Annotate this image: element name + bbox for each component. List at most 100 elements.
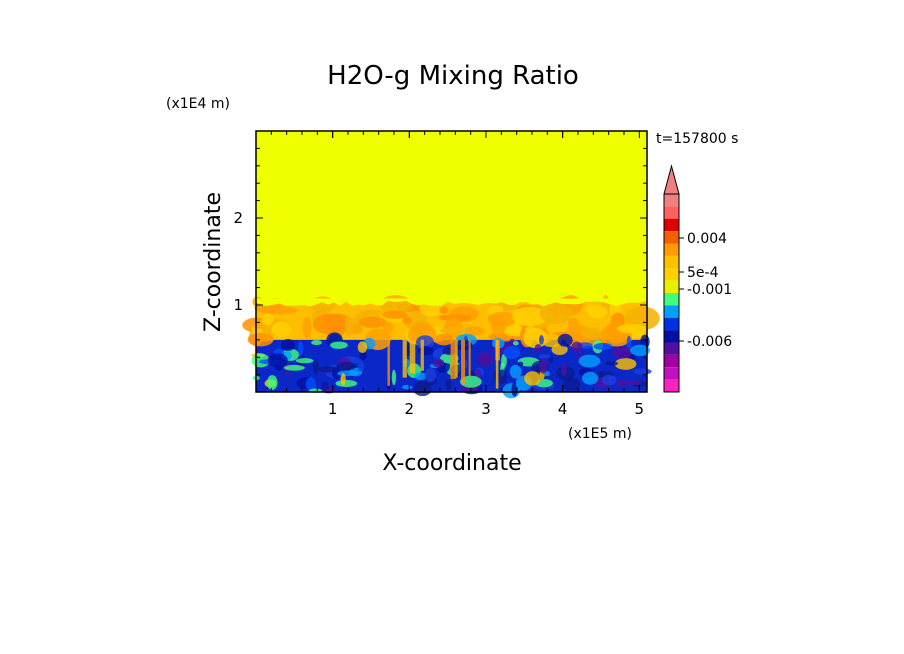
texture-blob bbox=[474, 368, 482, 379]
texture-blob bbox=[616, 324, 648, 334]
texture-blob bbox=[359, 351, 368, 361]
texture-blob bbox=[416, 335, 435, 350]
texture-blob bbox=[539, 359, 548, 374]
texture-blob bbox=[358, 316, 387, 328]
texture-blob bbox=[381, 310, 408, 319]
texture-blob bbox=[511, 382, 518, 397]
colorbar-tick-label: 0.004 bbox=[687, 231, 727, 247]
texture-blob bbox=[414, 372, 427, 381]
colorbar-segment bbox=[664, 305, 679, 318]
texture-blob bbox=[538, 354, 552, 359]
texture-blob bbox=[445, 379, 452, 391]
colorbar-segment bbox=[664, 268, 679, 281]
bottom-layer-texture bbox=[251, 332, 652, 399]
texture-blob bbox=[539, 303, 574, 324]
plume bbox=[420, 339, 424, 371]
texture-blob bbox=[580, 326, 602, 339]
texture-blob bbox=[512, 341, 519, 346]
texture-blob bbox=[401, 384, 413, 390]
plot-area bbox=[242, 130, 660, 399]
y-tick-label: 1 bbox=[233, 296, 243, 314]
texture-blob bbox=[585, 304, 598, 313]
texture-blob bbox=[517, 361, 524, 367]
x-tick-labels: 1 2 3 4 5 bbox=[255, 131, 645, 418]
colorbar-segment bbox=[664, 330, 679, 343]
texture-blob bbox=[432, 358, 445, 368]
texture-blob bbox=[302, 316, 312, 339]
colorbar-segment bbox=[664, 194, 679, 207]
texture-blob bbox=[357, 341, 368, 353]
plume bbox=[409, 339, 416, 374]
x-tick-label: 3 bbox=[481, 400, 491, 418]
y-tick-label: 2 bbox=[233, 209, 243, 227]
colorbar-segment bbox=[664, 379, 679, 392]
texture-blob bbox=[622, 380, 643, 385]
y-tick-labels: 12 bbox=[233, 147, 647, 376]
x-tick-label: 5 bbox=[635, 400, 645, 418]
texture-blob bbox=[312, 359, 320, 375]
x-tick-label: 2 bbox=[405, 400, 415, 418]
x-tick-label: 1 bbox=[328, 400, 338, 418]
texture-blob bbox=[418, 346, 434, 356]
colorbar-segment bbox=[664, 231, 679, 244]
texture-blob bbox=[512, 306, 548, 327]
texture-blob bbox=[261, 313, 274, 326]
texture-blob bbox=[630, 344, 650, 357]
plume bbox=[387, 339, 390, 386]
texture-blob bbox=[357, 360, 365, 372]
texture-blob bbox=[534, 344, 542, 353]
texture-blob bbox=[578, 354, 601, 368]
colorbar-segment bbox=[664, 293, 679, 306]
colorbar-segment bbox=[664, 255, 679, 269]
texture-blob bbox=[413, 381, 432, 397]
colorbar-segment bbox=[664, 342, 679, 355]
plume bbox=[468, 339, 471, 377]
colorbar-tick-label: 5e-4 bbox=[687, 265, 719, 281]
texture-blob bbox=[614, 358, 637, 370]
texture-blob bbox=[557, 333, 573, 347]
texture-blob bbox=[434, 333, 454, 346]
texture-blob bbox=[509, 364, 522, 379]
colorbar: 0.004 5e-4-0.001 -0.006 bbox=[663, 164, 732, 393]
texture-blob bbox=[525, 326, 537, 334]
colorbar-tick-label: -0.006 bbox=[687, 334, 732, 350]
texture-blob bbox=[382, 321, 394, 334]
texture-blob bbox=[497, 369, 508, 385]
texture-blob bbox=[582, 371, 599, 385]
colorbar-segment bbox=[664, 317, 679, 331]
boundary-edge bbox=[256, 298, 647, 307]
texture-blob bbox=[562, 377, 581, 392]
plume bbox=[461, 339, 466, 385]
texture-blob bbox=[438, 314, 472, 322]
texture-blob bbox=[503, 346, 521, 360]
texture-blob bbox=[311, 340, 322, 346]
plume bbox=[402, 339, 407, 378]
texture-blob bbox=[330, 341, 348, 349]
x-axis-label: X-coordinate bbox=[382, 451, 521, 476]
colorbar-segment bbox=[664, 243, 679, 256]
texture-blob bbox=[524, 371, 541, 386]
texture-blob bbox=[460, 375, 482, 388]
colorbar-tick-label: -0.001 bbox=[687, 282, 732, 298]
colorbar-segment bbox=[664, 206, 679, 219]
plume bbox=[450, 339, 457, 379]
colorbar-segment bbox=[664, 367, 679, 380]
texture-blob bbox=[340, 373, 346, 386]
texture-blob bbox=[343, 316, 354, 337]
colorbar-frame bbox=[663, 193, 680, 393]
time-label: t=157800 s bbox=[656, 131, 738, 147]
texture-blob bbox=[625, 306, 660, 331]
plot-frame bbox=[255, 130, 648, 393]
chart-title: H2O-g Mixing Ratio bbox=[327, 61, 579, 91]
texture-blob bbox=[539, 334, 544, 345]
texture-blob bbox=[305, 377, 317, 392]
plume bbox=[455, 339, 458, 378]
x-multiplier-label: (x1E5 m) bbox=[568, 426, 632, 442]
texture-blob bbox=[541, 333, 562, 348]
texture-blob bbox=[336, 361, 357, 371]
colorbar-segment bbox=[664, 280, 679, 293]
texture-blob bbox=[571, 341, 583, 353]
colorbar-segment bbox=[664, 354, 679, 368]
texture-blob bbox=[391, 369, 397, 386]
